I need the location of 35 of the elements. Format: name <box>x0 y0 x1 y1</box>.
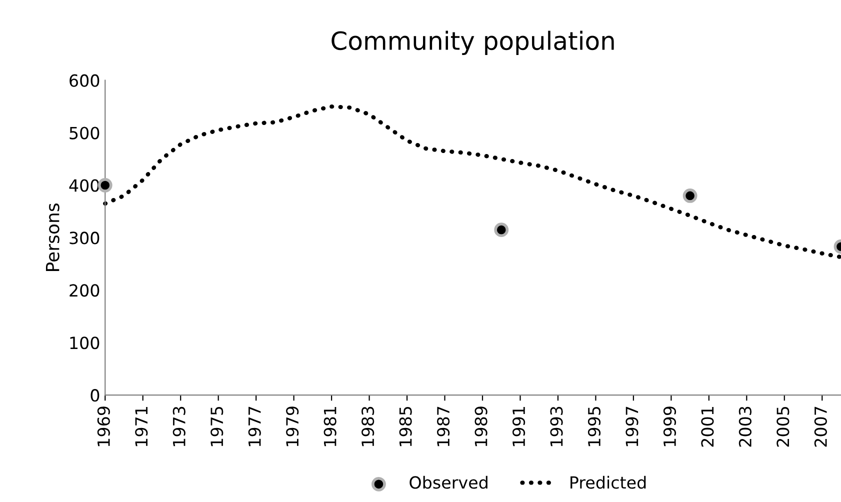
x-tick-label: 1993 <box>550 406 563 446</box>
x-tick-label: 1971 <box>135 407 148 446</box>
y-tick-label: 300 <box>70 232 100 244</box>
point <box>98 178 112 192</box>
point <box>494 222 509 238</box>
x-tick-label: 1997 <box>626 406 638 446</box>
x-tick-label: 1985 <box>399 406 412 446</box>
x-tick-label: 1981 <box>324 407 336 446</box>
y-axis-title: Persons <box>46 204 60 271</box>
chart-title: Community population <box>332 30 614 55</box>
x-tick-label: 2007 <box>814 406 827 447</box>
legend-label: Predicted <box>570 476 646 489</box>
y-tick-label: 500 <box>70 126 100 140</box>
x-tick-label: 1969 <box>97 406 110 446</box>
y-tick-label: 600 <box>70 74 100 87</box>
x-tick-label: 1991 <box>512 407 526 446</box>
x-tick-label: 1987 <box>436 406 450 446</box>
x-tick-label: 1983 <box>362 406 374 446</box>
y-tick-label: 200 <box>70 284 100 297</box>
line-series <box>103 104 841 260</box>
y-tick-label: 0 <box>90 389 100 402</box>
x-tick-label: 2005 <box>776 406 790 447</box>
x-tick-label: 1977 <box>248 406 261 446</box>
x-tick-label: 2003 <box>738 406 752 447</box>
point <box>682 188 698 203</box>
x-tick-label: 1995 <box>588 406 601 446</box>
x-tick-label: 1973 <box>172 406 186 446</box>
x-tick-label: 1979 <box>286 406 299 446</box>
legend-label: Observed <box>410 476 488 489</box>
x-tick-label: 2001 <box>701 407 714 447</box>
x-tick-label: 1999 <box>663 406 676 446</box>
x-tick-label: 1989 <box>474 406 488 446</box>
x-tick-label: 1975 <box>210 406 224 446</box>
y-tick-label: 100 <box>70 336 100 350</box>
y-tick-label: 400 <box>69 179 100 192</box>
